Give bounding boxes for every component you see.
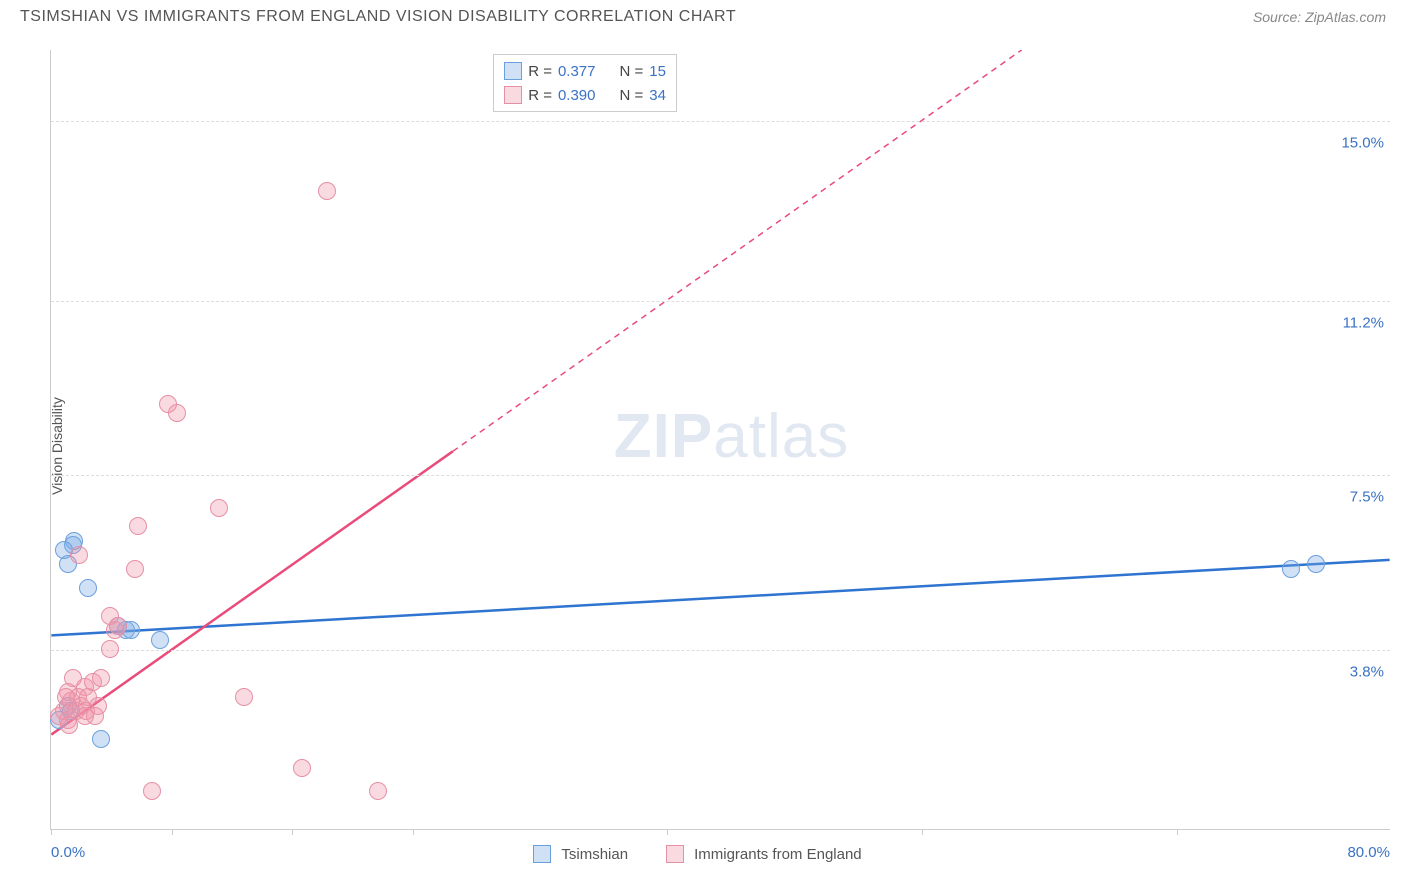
data-point: [126, 560, 144, 578]
r-label: R =: [528, 63, 552, 80]
data-point: [129, 517, 147, 535]
data-point: [92, 730, 110, 748]
chart-title: TSIMSHIAN VS IMMIGRANTS FROM ENGLAND VIS…: [20, 8, 736, 26]
data-point: [151, 631, 169, 649]
r-value: 0.390: [558, 87, 596, 104]
data-point: [92, 669, 110, 687]
x-tick: [172, 829, 173, 835]
correlation-legend: R = 0.377 N = 15 R = 0.390 N = 34: [493, 54, 677, 112]
data-point: [101, 640, 119, 658]
legend-swatch: [533, 845, 551, 863]
y-tick-label: 11.2%: [1343, 314, 1384, 331]
trend-line: [51, 560, 1389, 636]
legend-swatch: [504, 62, 522, 80]
data-point: [293, 759, 311, 777]
legend-swatch: [504, 86, 522, 104]
data-point: [235, 688, 253, 706]
y-tick-label: 7.5%: [1350, 489, 1384, 506]
x-tick: [413, 829, 414, 835]
x-tick: [292, 829, 293, 835]
legend-row: R = 0.377 N = 15: [504, 59, 666, 83]
x-tick: [922, 829, 923, 835]
legend-swatch: [666, 845, 684, 863]
trend-lines-layer: [51, 50, 1390, 829]
x-axis-min-label: 0.0%: [51, 844, 85, 861]
watermark: ZIPatlas: [614, 401, 849, 472]
x-tick: [51, 829, 52, 835]
x-tick: [667, 829, 668, 835]
y-tick-label: 15.0%: [1341, 134, 1384, 151]
data-point: [64, 669, 82, 687]
data-point: [76, 707, 94, 725]
r-label: R =: [528, 87, 552, 104]
legend-row: R = 0.390 N = 34: [504, 83, 666, 107]
legend-series-name: Immigrants from England: [694, 846, 862, 863]
gridline: [51, 650, 1390, 651]
data-point: [57, 688, 75, 706]
n-value: 15: [649, 63, 666, 80]
source-attribution: Source: ZipAtlas.com: [1253, 9, 1386, 25]
data-point: [318, 182, 336, 200]
n-label: N =: [620, 87, 644, 104]
gridline: [51, 301, 1390, 302]
data-point: [369, 782, 387, 800]
data-point: [210, 499, 228, 517]
y-tick-label: 3.8%: [1350, 664, 1384, 681]
n-label: N =: [620, 63, 644, 80]
x-tick: [1177, 829, 1178, 835]
data-point: [168, 404, 186, 422]
x-axis-max-label: 80.0%: [1347, 844, 1390, 861]
trend-line-solid: [51, 451, 452, 734]
gridline: [51, 475, 1390, 476]
data-point: [79, 579, 97, 597]
series-legend: Tsimshian Immigrants from England: [533, 845, 889, 863]
gridline: [51, 121, 1390, 122]
r-value: 0.377: [558, 63, 596, 80]
scatter-chart: 3.8%7.5%11.2%15.0%0.0%80.0%ZIPatlasR =0.…: [50, 50, 1390, 830]
legend-series-name: Tsimshian: [561, 846, 628, 863]
data-point: [143, 782, 161, 800]
chart-header: TSIMSHIAN VS IMMIGRANTS FROM ENGLAND VIS…: [0, 0, 1406, 26]
data-point: [109, 617, 127, 635]
data-point: [1282, 560, 1300, 578]
data-point: [70, 546, 88, 564]
data-point: [1307, 555, 1325, 573]
n-value: 34: [649, 87, 666, 104]
